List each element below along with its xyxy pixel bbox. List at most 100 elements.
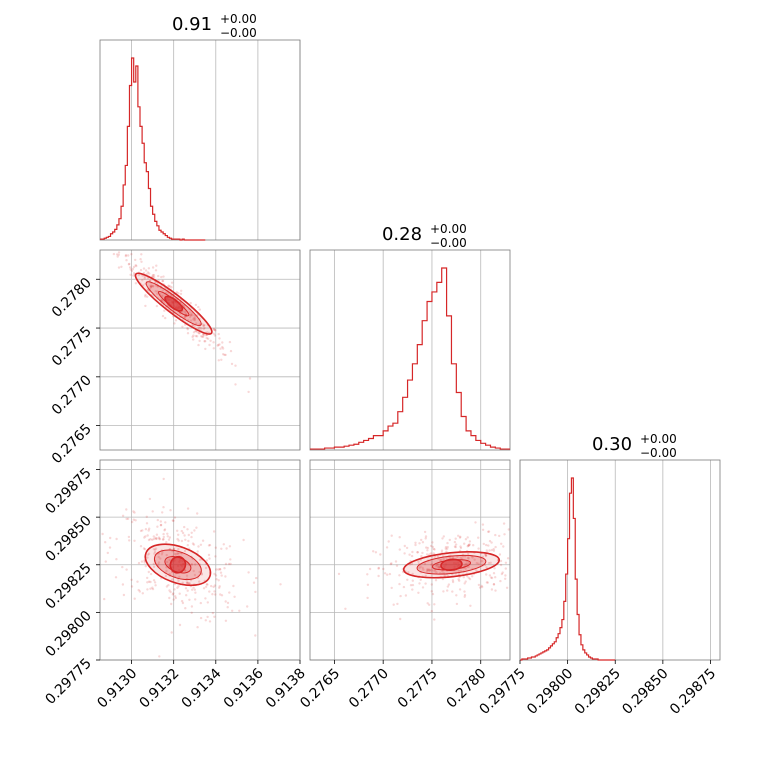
scatter-point (192, 543, 196, 546)
scatter-point (161, 299, 164, 302)
scatter-point (207, 553, 211, 557)
scatter-point (463, 595, 466, 598)
scatter-point (144, 535, 147, 538)
scatter-point (146, 576, 149, 580)
scatter-point (147, 267, 151, 270)
scatter-point (208, 620, 212, 623)
scatter-point (484, 553, 488, 557)
scatter-point (255, 576, 258, 580)
scatter-point (463, 593, 467, 597)
scatter-point (189, 314, 193, 317)
title-lower-error: −0.00 (430, 236, 467, 250)
scatter-point (247, 571, 250, 574)
scatter-point (162, 532, 165, 536)
scatter-point (246, 605, 249, 608)
histogram-panel-2: 0.30 +0.00−0.00 (519, 432, 721, 661)
scatter-point (242, 538, 245, 542)
scatter-point (151, 586, 154, 589)
scatter-point (446, 589, 449, 592)
scatter-point (140, 253, 143, 256)
scatter-point (184, 538, 187, 541)
scatter-point (224, 619, 228, 622)
scatter-point (421, 586, 425, 589)
scatter-point (219, 568, 222, 571)
scatter-point (190, 535, 193, 539)
y-tick-label: 0.2775 (49, 324, 95, 370)
scatter-point (134, 264, 137, 267)
scatter-point (161, 279, 165, 283)
scatter-point (138, 590, 141, 593)
scatter-point (230, 362, 234, 366)
scatter-point (405, 546, 409, 550)
scatter-point (466, 545, 469, 548)
scatter-point (172, 547, 176, 551)
scatter-point (146, 556, 149, 559)
scatter-point (183, 525, 186, 529)
scatter-point (428, 569, 431, 572)
scatter-point (423, 530, 427, 534)
parameter-title-1: 0.28 (382, 224, 422, 245)
scatter-point (377, 567, 380, 570)
scatter-point (204, 585, 208, 588)
scatter-point (213, 615, 216, 618)
scatter-point (366, 573, 369, 576)
scatter-point (435, 571, 438, 574)
scatter-point (178, 623, 182, 627)
scatter-point (423, 562, 427, 566)
scatter-point (186, 544, 189, 547)
scatter-point (168, 596, 171, 600)
scatter-point (430, 590, 433, 593)
scatter-point (411, 588, 414, 591)
scatter-point (485, 581, 489, 584)
scatter-point (194, 330, 197, 333)
scatter-point (132, 274, 135, 277)
scatter-point (465, 562, 468, 566)
contour-outline (134, 272, 213, 335)
x-tick-label: 0.9130 (94, 666, 140, 712)
scatter-point (437, 565, 440, 569)
scatter-point (109, 536, 112, 540)
scatter-point (451, 579, 455, 582)
scatter-point (502, 545, 505, 548)
scatter-point (498, 553, 502, 556)
scatter-point (464, 563, 467, 566)
scatter-point (482, 542, 485, 546)
scatter-point (489, 561, 492, 564)
scatter-point (421, 551, 424, 555)
scatter-point (145, 522, 149, 525)
scatter-point (214, 555, 217, 558)
scatter-point (404, 594, 408, 597)
scatter-point (141, 529, 144, 532)
scatter-point (151, 538, 154, 541)
scatter-point (172, 598, 175, 601)
scatter-point (121, 583, 125, 586)
scatter-point (504, 577, 507, 580)
panel-frame (519, 459, 721, 661)
scatter-point (432, 552, 435, 555)
scatter-point (217, 568, 220, 571)
scatter-point (223, 353, 226, 357)
scatter-point (490, 576, 494, 580)
scatter-point (234, 383, 237, 386)
scatter-point (490, 548, 493, 552)
scatter-point (164, 521, 167, 524)
scatter-point (206, 615, 209, 619)
scatter-point (142, 547, 146, 550)
scatter-point (212, 530, 216, 533)
scatter-point (104, 541, 107, 544)
scatter-point (146, 588, 149, 591)
scatter-point (411, 583, 415, 587)
scatter-point (198, 570, 201, 574)
scatter-point (188, 311, 191, 314)
scatter-point (192, 331, 196, 334)
scatter-point (157, 536, 161, 539)
scatter-point (165, 291, 168, 294)
scatter-point (417, 591, 420, 594)
scatter-point (210, 584, 213, 588)
scatter-points (112, 251, 252, 394)
scatter-point (504, 567, 507, 570)
scatter-point (390, 586, 393, 590)
scatter-point (446, 547, 449, 550)
scatter-point (157, 561, 161, 564)
scatter-point (194, 563, 197, 566)
